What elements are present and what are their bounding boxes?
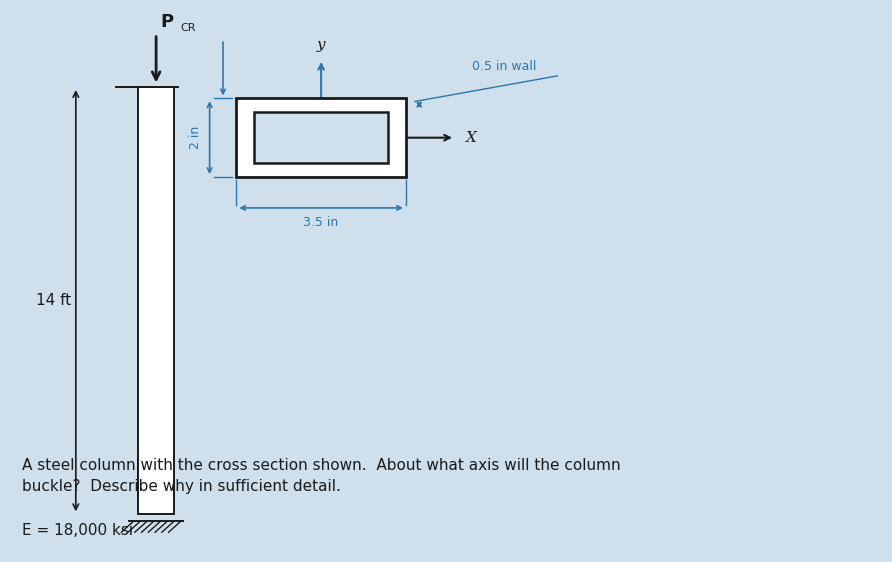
Text: 2 in: 2 in	[189, 126, 202, 149]
Text: 14 ft: 14 ft	[36, 293, 71, 308]
Text: X: X	[466, 131, 476, 144]
Bar	[254, 112, 388, 163]
Text: A steel column with the cross section shown.  About what axis will the column
bu: A steel column with the cross section sh…	[22, 458, 621, 494]
Text: 3.5 in: 3.5 in	[303, 216, 339, 229]
Text: y: y	[317, 38, 326, 52]
Bar	[236, 98, 406, 177]
Text: 0.5 in wall: 0.5 in wall	[472, 60, 536, 73]
Text: E = 18,000 ksi: E = 18,000 ksi	[22, 523, 134, 538]
Text: CR: CR	[180, 22, 195, 33]
Bar	[138, 87, 174, 514]
Text: P: P	[161, 13, 174, 31]
